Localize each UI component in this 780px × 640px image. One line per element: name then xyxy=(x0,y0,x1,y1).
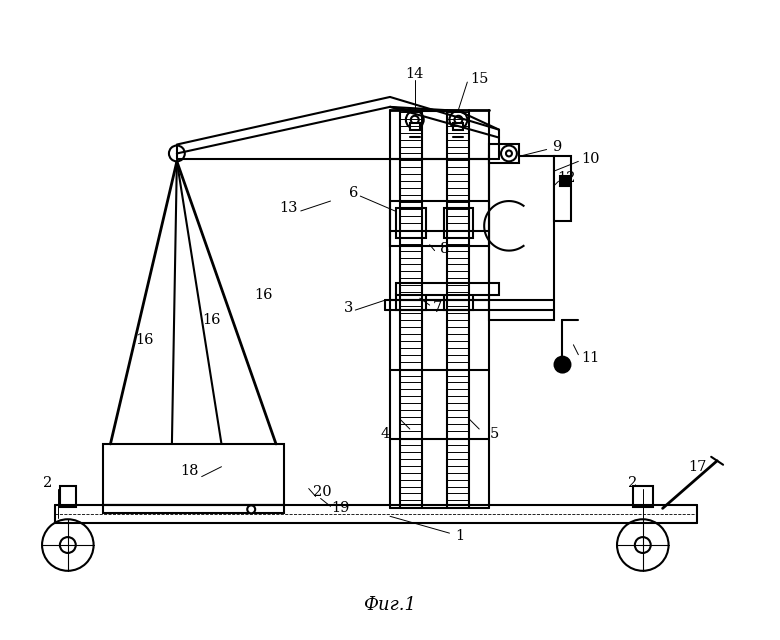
Bar xyxy=(60,486,76,508)
Text: 10: 10 xyxy=(581,152,600,166)
Text: 14: 14 xyxy=(406,67,424,81)
Text: 18: 18 xyxy=(180,464,199,477)
Circle shape xyxy=(501,145,517,161)
Text: 8: 8 xyxy=(440,242,449,255)
Bar xyxy=(444,208,473,237)
Text: 16: 16 xyxy=(202,313,221,327)
Bar xyxy=(390,201,489,246)
Circle shape xyxy=(42,519,94,571)
Text: 2: 2 xyxy=(44,476,52,490)
Bar xyxy=(453,123,463,130)
Bar xyxy=(102,444,284,506)
Bar xyxy=(396,208,426,237)
Text: 19: 19 xyxy=(332,501,349,515)
Bar xyxy=(444,294,473,310)
Circle shape xyxy=(555,356,570,372)
Circle shape xyxy=(506,150,512,156)
Bar xyxy=(559,176,569,186)
Circle shape xyxy=(449,111,467,129)
Circle shape xyxy=(60,537,76,553)
Circle shape xyxy=(169,145,185,161)
Text: 7: 7 xyxy=(433,301,442,315)
Text: 16: 16 xyxy=(135,333,154,347)
Bar xyxy=(554,156,572,221)
Text: 13: 13 xyxy=(280,201,298,215)
Text: 16: 16 xyxy=(254,288,272,302)
Circle shape xyxy=(617,519,668,571)
Text: Фиг.1: Фиг.1 xyxy=(363,596,417,614)
Text: 12: 12 xyxy=(557,172,576,185)
Text: 15: 15 xyxy=(470,72,488,86)
Text: 5: 5 xyxy=(490,427,498,441)
Text: 6: 6 xyxy=(349,186,358,200)
Text: 11: 11 xyxy=(581,351,599,365)
Circle shape xyxy=(411,116,419,124)
Text: 3: 3 xyxy=(344,301,353,315)
Text: 20: 20 xyxy=(314,486,332,499)
Text: 1: 1 xyxy=(455,529,464,543)
Circle shape xyxy=(406,111,424,129)
Bar xyxy=(489,156,554,320)
Text: 2: 2 xyxy=(628,476,637,490)
Circle shape xyxy=(247,506,255,513)
Bar xyxy=(396,294,426,310)
Text: 9: 9 xyxy=(552,140,561,154)
Text: 17: 17 xyxy=(688,460,707,474)
Bar xyxy=(410,123,420,130)
Circle shape xyxy=(455,116,463,124)
Text: 4: 4 xyxy=(381,427,390,441)
Bar xyxy=(102,506,284,513)
Bar xyxy=(489,143,519,163)
Circle shape xyxy=(635,537,651,553)
Bar xyxy=(633,486,653,508)
Bar xyxy=(396,284,499,295)
